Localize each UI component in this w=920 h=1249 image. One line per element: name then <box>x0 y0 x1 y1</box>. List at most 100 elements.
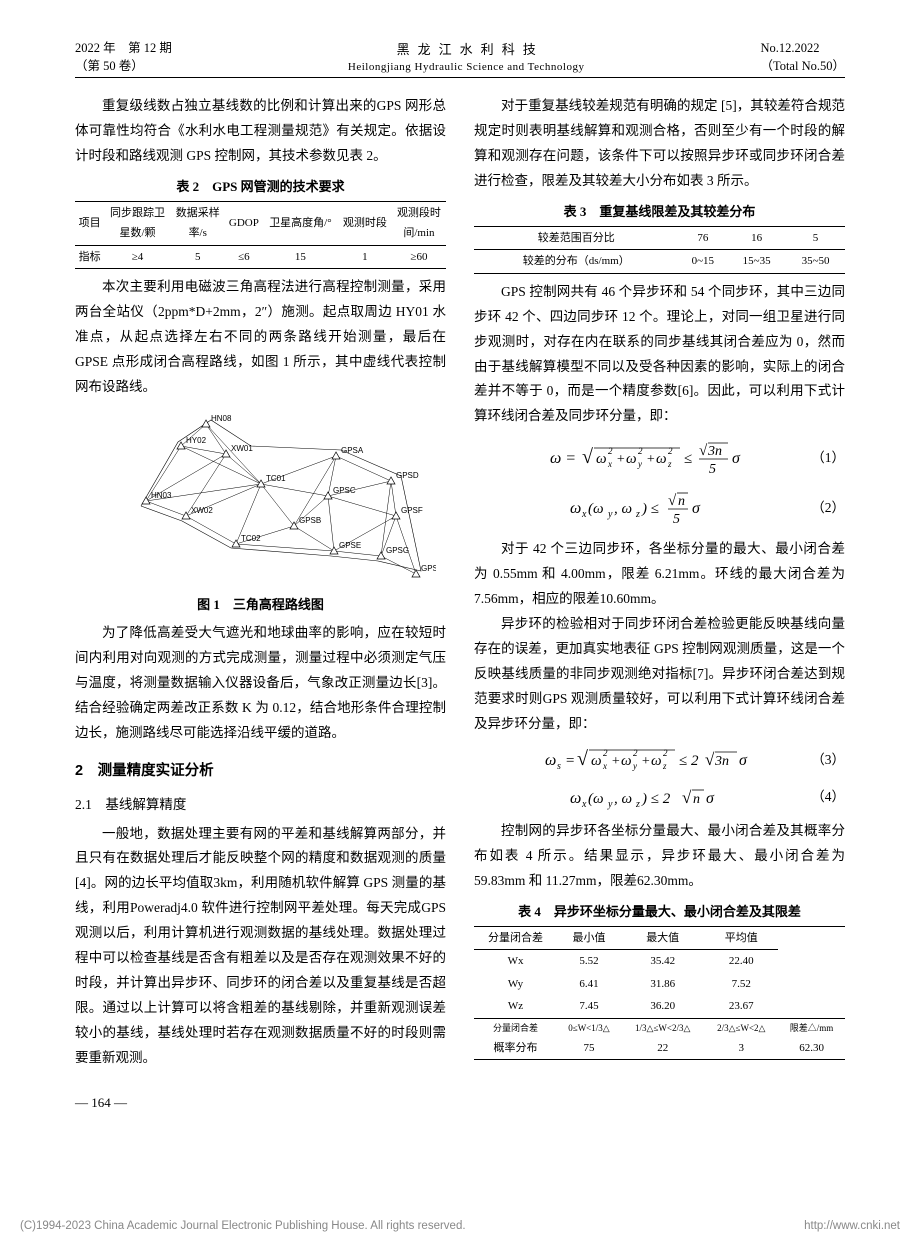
paragraph: 为了降低高差受大气遮光和地球曲率的影响，应在较短时间内利用对向观测的方式完成测量… <box>75 621 446 746</box>
svg-text:z: z <box>635 799 640 810</box>
svg-text:GPSB: GPSB <box>299 516 321 525</box>
subsection-2-1-title: 2.1 基线解算精度 <box>75 793 446 818</box>
table2: 项目同步跟踪卫星数/颗数据采样率/sGDOP卫星高度角/°观测时段观测段时间/m… <box>75 201 446 269</box>
equation-1: ω = √ ω x 2 + ω y 2 + ω z 2 ≤ √ <box>474 437 845 479</box>
table3-title: 表 3 重复基线限差及其较差分布 <box>474 200 845 224</box>
header-right: No.12.2022 （Total No.50） <box>760 40 845 75</box>
svg-text:ω: ω <box>570 790 581 807</box>
svg-text:x: x <box>607 459 612 469</box>
svg-text:√: √ <box>705 750 715 769</box>
svg-text:+: + <box>616 452 625 467</box>
equation-4: ω x (ω y , ω z ) ≤ 2 √ n σ （4） <box>474 783 845 811</box>
svg-text:x: x <box>602 761 607 771</box>
paragraph: 异步环的检验相对于同步环闭合差检验更能反映基线向量存在的误差，更加真实地表征 G… <box>474 612 845 737</box>
journal-title-en: Heilongjiang Hydraulic Science and Techn… <box>348 60 585 75</box>
svg-text:2: 2 <box>603 748 608 758</box>
footer-url: http://www.cnki.net <box>804 1216 900 1237</box>
table3: 较差范围百分比76165较差的分布（ds/mm）0~1515~3535~50 <box>474 226 845 274</box>
svg-text:GPSD: GPSD <box>396 471 419 480</box>
svg-text:ω =: ω = <box>550 450 576 467</box>
svg-text:XW02: XW02 <box>191 506 213 515</box>
svg-text:ω: ω <box>545 752 556 769</box>
svg-text:3n: 3n <box>714 754 729 769</box>
paragraph: 本次主要利用电磁波三角高程法进行高程控制测量，采用两台全站仪（2ppm*D+2m… <box>75 275 446 400</box>
page-header: 2022 年 第 12 期 （第 50 卷） 黑龙江水利科技 Heilongji… <box>75 40 845 78</box>
svg-text:HN08: HN08 <box>211 414 232 423</box>
svg-text:TC01: TC01 <box>266 474 286 483</box>
svg-text:s: s <box>557 761 561 772</box>
svg-text:σ: σ <box>706 790 715 807</box>
equation-2: ω x (ω y , ω z ) ≤ √ n 5 σ （2） <box>474 487 845 529</box>
svg-text:3n: 3n <box>707 444 722 459</box>
svg-text:ω: ω <box>651 753 662 769</box>
left-column: 重复级线数占独立基线数的比例和计算出来的GPS 网形总体可靠性均符合《水利水电工… <box>75 94 446 1071</box>
svg-text:+: + <box>611 754 620 769</box>
page-number: — 164 — <box>75 1091 845 1115</box>
section-2-title: 2 测量精度实证分析 <box>75 758 446 785</box>
svg-text:(ω: (ω <box>588 501 604 517</box>
content-columns: 重复级线数占独立基线数的比例和计算出来的GPS 网形总体可靠性均符合《水利水电工… <box>75 94 845 1071</box>
svg-text:HN03: HN03 <box>151 491 172 500</box>
svg-text:σ: σ <box>739 752 748 769</box>
svg-text:σ: σ <box>692 500 701 517</box>
svg-text:ω: ω <box>626 451 637 467</box>
svg-text:GPSE: GPSE <box>339 541 361 550</box>
svg-text:XW01: XW01 <box>231 444 253 453</box>
right-column: 对于重复基线较差规范有明确的规定 [5]，其较差符合规范规定时则表明基线解算和观… <box>474 94 845 1071</box>
svg-text:x: x <box>581 509 587 520</box>
svg-text:y: y <box>607 799 613 810</box>
table2-title: 表 2 GPS 网管测的技术要求 <box>75 175 446 199</box>
svg-text:σ: σ <box>732 450 741 467</box>
svg-text:y: y <box>632 761 637 771</box>
svg-text:√: √ <box>582 446 593 468</box>
svg-text:z: z <box>667 459 672 469</box>
footer: (C)1994-2023 China Academic Journal Elec… <box>20 1216 900 1237</box>
svg-text:2: 2 <box>638 446 643 456</box>
journal-title-zh: 黑龙江水利科技 <box>348 41 585 59</box>
svg-text:GPSA: GPSA <box>341 446 364 455</box>
svg-text:2: 2 <box>608 446 613 456</box>
eq3-number: （3） <box>811 748 845 773</box>
header-center: 黑龙江水利科技 Heilongjiang Hydraulic Science a… <box>348 41 585 75</box>
svg-text:z: z <box>635 509 640 520</box>
eq4-svg: ω x (ω y , ω z ) ≤ 2 √ n σ <box>570 783 750 811</box>
svg-text:2: 2 <box>633 748 638 758</box>
svg-text:ω: ω <box>591 753 602 769</box>
svg-text:GPSC: GPSC <box>333 486 356 495</box>
table4-title: 表 4 异步环坐标分量最大、最小闭合差及其限差 <box>474 900 845 924</box>
paragraph: 一般地，数据处理主要有网的平差和基线解算两部分，并且只有在数据处理后才能反映整个… <box>75 822 446 1072</box>
svg-text:, ω: , ω <box>614 791 632 807</box>
svg-text:TC02: TC02 <box>241 534 261 543</box>
issue-number: No.12.2022 <box>760 40 845 58</box>
paragraph: 控制网的异步环各坐标分量最大、最小闭合差及其概率分布如表 4 所示。结果显示，异… <box>474 819 845 894</box>
svg-text:) ≤ 2: ) ≤ 2 <box>641 791 671 807</box>
svg-text:√: √ <box>682 788 692 807</box>
svg-text:ω: ω <box>596 451 607 467</box>
svg-text:+: + <box>641 754 650 769</box>
paragraph: 对于重复基线较差规范有明确的规定 [5]，其较差符合规范规定时则表明基线解算和观… <box>474 94 845 194</box>
eq1-number: （1） <box>811 446 845 471</box>
paragraph: GPS 控制网共有 46 个异步环和 54 个同步环，其中三边同步环 42 个、… <box>474 280 845 430</box>
svg-text:y: y <box>607 509 613 520</box>
svg-text:(ω: (ω <box>588 791 604 807</box>
svg-text:≤: ≤ <box>684 451 692 467</box>
equation-3: ω s = √ ω x 2 + ω y 2 + ω z 2 ≤ 2 <box>474 745 845 775</box>
svg-text:) ≤: ) ≤ <box>641 501 659 517</box>
svg-text:5: 5 <box>673 512 680 527</box>
svg-text:ω: ω <box>621 753 632 769</box>
svg-text:ω: ω <box>656 451 667 467</box>
total-number: （Total No.50） <box>760 58 845 76</box>
svg-text:≤ 2: ≤ 2 <box>679 753 699 769</box>
svg-text:ω: ω <box>570 500 581 517</box>
svg-text:GPSF: GPSF <box>401 506 423 515</box>
eq3-svg: ω s = √ ω x 2 + ω y 2 + ω z 2 ≤ 2 <box>545 745 775 775</box>
svg-text:+: + <box>646 452 655 467</box>
svg-text:√: √ <box>699 443 708 459</box>
svg-text:2: 2 <box>663 748 668 758</box>
svg-text:√: √ <box>668 493 677 509</box>
svg-text:√: √ <box>577 748 588 770</box>
figure1-diagram: HN08HY02XW01HN03XW02TC01TC02GPSAGPSBGPSC… <box>86 406 436 591</box>
eq1-svg: ω = √ ω x 2 + ω y 2 + ω z 2 ≤ √ <box>550 437 770 479</box>
svg-text:, ω: , ω <box>614 501 632 517</box>
footer-copyright: (C)1994-2023 China Academic Journal Elec… <box>20 1216 466 1237</box>
